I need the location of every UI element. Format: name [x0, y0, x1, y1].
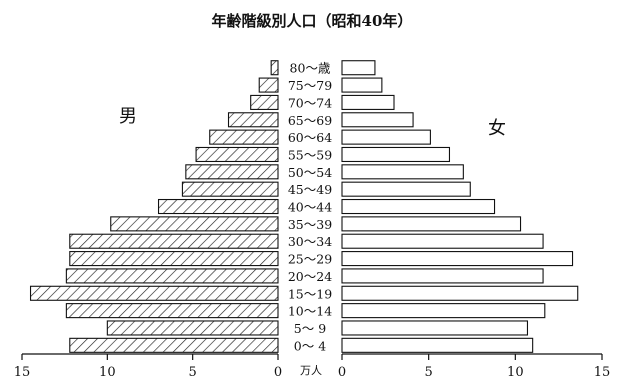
age-label-10: 50～54 [288, 165, 332, 180]
chart-title: 年齢階級別人口（昭和40年） [212, 12, 413, 30]
age-label-4: 20～24 [288, 269, 332, 284]
bar-male-15 [258, 77, 279, 93]
age-label-7: 35～39 [288, 217, 332, 232]
age-label-16: 80～歳 [290, 61, 331, 76]
bar-female-16 [341, 60, 376, 76]
bar-female-12 [341, 129, 431, 145]
age-label-13: 65～69 [288, 113, 332, 128]
bar-female-3 [341, 285, 579, 301]
age-label-14: 70～74 [288, 95, 332, 110]
age-label-1: 5～ 9 [294, 321, 326, 336]
tick-label-right-1: 5 [425, 365, 433, 380]
bar-female-11 [341, 146, 451, 163]
axis-ticks: 0 0 5 5 10 10 15 15 [14, 354, 611, 380]
male-bars [29, 60, 279, 353]
bar-female-15 [341, 77, 383, 93]
bar-male-5 [69, 251, 279, 267]
bar-male-6 [69, 233, 279, 249]
series-label-female: 女 [488, 118, 506, 139]
bar-female-4 [341, 268, 544, 284]
bar-male-16 [270, 60, 279, 76]
unit-label: 万人 [300, 364, 322, 377]
age-group-labels: 0～ 4 5～ 9 10～14 15～19 20～24 25～29 30～34 35～39 40… [288, 61, 332, 354]
age-label-0: 0～ 4 [294, 338, 326, 353]
age-label-6: 30～34 [288, 234, 332, 249]
bar-male-11 [195, 146, 279, 163]
bar-male-12 [209, 129, 279, 145]
bar-female-1 [341, 320, 529, 336]
age-label-11: 55～59 [288, 147, 332, 162]
series-label-male: 男 [119, 106, 137, 127]
bar-female-7 [341, 216, 522, 232]
tick-label-right-0: 0 [338, 365, 346, 380]
bar-female-2 [341, 303, 546, 319]
tick-label-left-2: 10 [99, 365, 116, 380]
age-label-5: 25～29 [288, 252, 332, 267]
bar-male-2 [65, 303, 279, 319]
age-label-8: 40～44 [288, 200, 332, 215]
bar-female-13 [341, 112, 414, 128]
bar-female-14 [341, 94, 395, 110]
age-label-9: 45～49 [288, 182, 332, 197]
tick-label-left-1: 5 [189, 365, 197, 380]
tick-label-right-3: 15 [594, 365, 611, 380]
tick-label-right-2: 10 [507, 365, 524, 380]
age-label-15: 75～79 [288, 78, 332, 93]
bar-male-14 [250, 94, 279, 110]
age-label-12: 60～64 [288, 130, 332, 145]
bar-male-7 [110, 216, 279, 232]
bar-male-9 [181, 181, 279, 197]
bar-female-0 [341, 337, 534, 353]
bar-male-8 [157, 198, 279, 215]
bar-male-0 [69, 337, 279, 353]
bar-female-9 [341, 181, 471, 197]
bar-female-5 [341, 251, 574, 267]
bar-female-10 [341, 164, 464, 180]
bar-female-8 [341, 198, 496, 215]
bar-female-6 [341, 233, 544, 249]
bar-male-10 [185, 164, 279, 180]
tick-label-left-3: 15 [14, 365, 31, 380]
age-label-3: 15～19 [288, 286, 332, 301]
female-bars [341, 60, 579, 353]
bar-male-3 [29, 285, 279, 301]
bar-male-4 [65, 268, 279, 284]
bar-male-13 [227, 112, 279, 128]
bar-male-1 [106, 320, 279, 336]
age-label-2: 10～14 [288, 304, 332, 319]
tick-label-left-0: 0 [274, 365, 282, 380]
